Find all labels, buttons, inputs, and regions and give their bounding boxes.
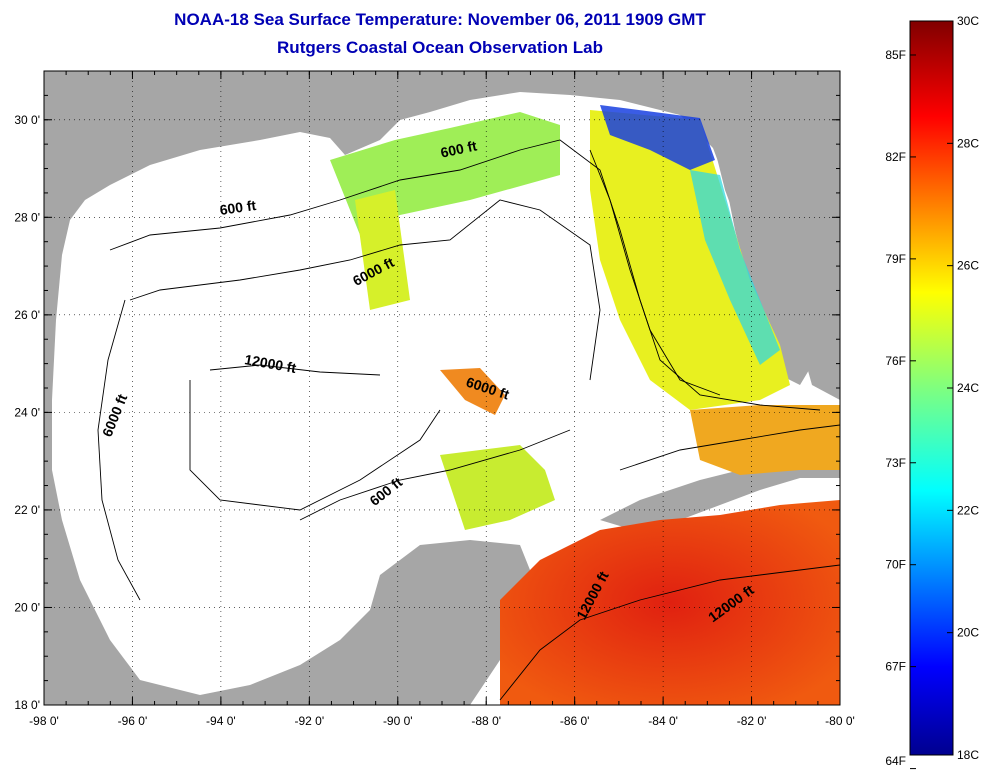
- longitude-label: -84 0': [648, 714, 678, 728]
- contour-6000ft: [129, 199, 601, 381]
- latitude-label: 26 0': [14, 308, 40, 322]
- temperature-colorbar: [909, 20, 954, 756]
- fahrenheit-label: 76F: [885, 354, 906, 368]
- celsius-label: 24C: [957, 381, 979, 395]
- latitude-labels: 18 0' 20 0' 22 0' 24 0' 26 0' 28 0' 30 0': [14, 113, 40, 712]
- fahrenheit-label: 67F: [885, 660, 906, 674]
- longitude-label: -90 0': [383, 714, 413, 728]
- colorbar-ticks: 30C 28C 26C 24C 22C 20C 18C 85F 82F 79F 76F 73F 70F 6…: [885, 14, 979, 770]
- contour-12000ft: [209, 364, 381, 376]
- contour-600ft: [109, 139, 821, 411]
- contour-label: 600 ft: [439, 137, 478, 160]
- fahrenheit-label: 82F: [885, 150, 906, 164]
- latitude-label: 20 0': [14, 600, 40, 614]
- sst-swath-yucatan: [440, 445, 555, 530]
- contour-label: 600 ft: [219, 197, 258, 218]
- sst-east-patch: [690, 405, 840, 475]
- sst-warm-caribbean: [500, 500, 840, 705]
- longitude-label: -88 0': [471, 714, 501, 728]
- celsius-label: 28C: [957, 136, 979, 150]
- sst-nearshore-cyan: [690, 170, 780, 365]
- contour-6000ft-west: [97, 299, 141, 601]
- fahrenheit-label: 70F: [885, 558, 906, 572]
- celsius-label: 20C: [957, 626, 979, 640]
- sst-nearshore-cool: [600, 105, 715, 170]
- longitude-label: -82 0': [737, 714, 767, 728]
- contour-florida-shelf: [589, 149, 721, 396]
- contour-caribbean-2: [619, 424, 840, 471]
- longitude-label: -96 0': [118, 714, 148, 728]
- fahrenheit-label: 64F: [885, 754, 906, 768]
- contour-caribbean-1: [499, 564, 840, 701]
- fahrenheit-label: 85F: [885, 48, 906, 62]
- longitude-label: -86 0': [560, 714, 590, 728]
- latitude-label: 28 0': [14, 210, 40, 224]
- fahrenheit-label: 73F: [885, 456, 906, 470]
- longitude-label: -94 0': [206, 714, 236, 728]
- florida-land: [710, 71, 840, 385]
- longitude-labels: -98 0' -96 0' -94 0' -92 0' -90 0' -88 0' -86 …: [29, 714, 855, 728]
- sst-swath-florida-shelf: [590, 110, 790, 410]
- latitude-label: 30 0': [14, 113, 40, 127]
- map-title: NOAA-18 Sea Surface Temperature: Novembe…: [174, 10, 706, 29]
- contour-600ft-south: [299, 429, 571, 521]
- latitude-label: 22 0': [14, 503, 40, 517]
- celsius-label: 26C: [957, 259, 979, 273]
- longitude-label: -80 0': [825, 714, 855, 728]
- longitude-label: -92 0': [295, 714, 325, 728]
- fahrenheit-label: 79F: [885, 252, 906, 266]
- celsius-label: 22C: [957, 503, 979, 517]
- graticule: [44, 71, 840, 705]
- celsius-label: 18C: [957, 748, 979, 762]
- latitude-label: 24 0': [14, 405, 40, 419]
- cuba-land: [600, 452, 840, 532]
- axis-ticks: [43, 70, 841, 706]
- map-subtitle: Rutgers Coastal Ocean Observation Lab: [277, 38, 603, 57]
- sst-patch-orange: [440, 368, 505, 415]
- latitude-label: 18 0': [14, 698, 40, 712]
- longitude-label: -98 0': [29, 714, 59, 728]
- celsius-label: 30C: [957, 14, 979, 28]
